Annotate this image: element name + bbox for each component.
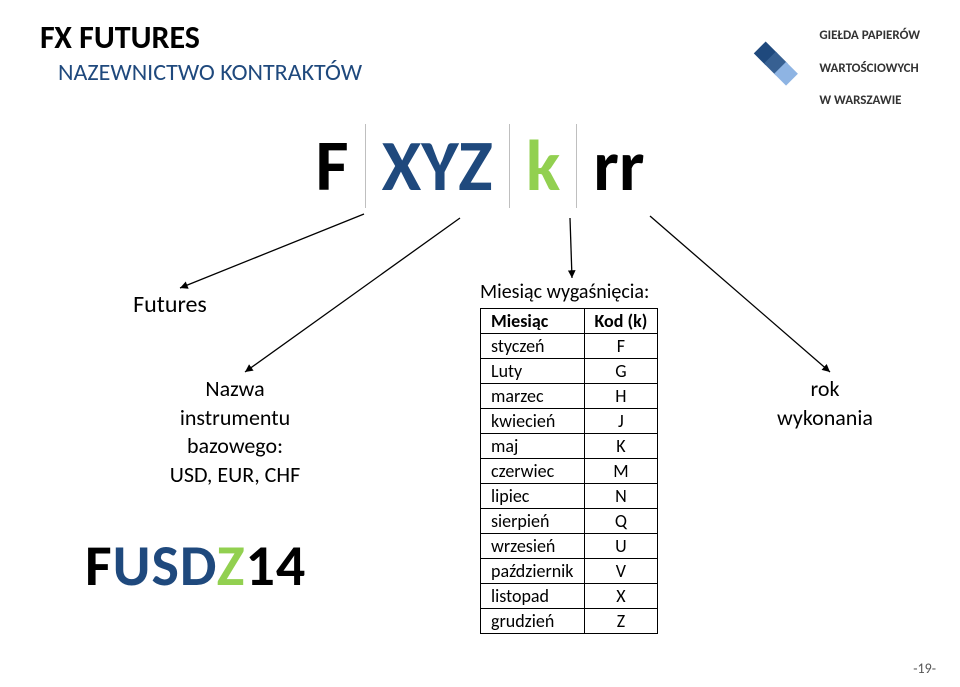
month-code: X — [584, 584, 658, 609]
month-code: U — [584, 534, 658, 559]
formula-part-1: XYZ — [366, 130, 509, 202]
arrow-0 — [180, 214, 364, 288]
base-l4: USD, EUR, CHF — [170, 461, 300, 488]
page-number: -19- — [913, 660, 936, 677]
table-row: majK — [481, 434, 658, 459]
table-row: październikV — [481, 559, 658, 584]
month-name: lipiec — [481, 484, 585, 509]
logo-line-2: WARTOŚCIOWYCH — [819, 61, 918, 76]
month-name: wrzesień — [481, 534, 585, 559]
table-row: grudzieńZ — [481, 609, 658, 634]
month-code: H — [584, 384, 658, 409]
table-row: marzecH — [481, 384, 658, 409]
month-caption: Miesiąc wygaśnięcia: — [480, 280, 658, 304]
base-l2: instrumentu — [180, 404, 290, 431]
label-base-instrument: Nazwa instrumentu bazowego: USD, EUR, CH… — [130, 375, 340, 489]
month-name: kwiecień — [481, 409, 585, 434]
label-execution-year: rok wykonania — [750, 375, 900, 432]
month-code: J — [584, 409, 658, 434]
month-name: październik — [481, 559, 585, 584]
table-row: lipiecN — [481, 484, 658, 509]
month-code: N — [584, 484, 658, 509]
month-code: F — [584, 334, 658, 359]
logo-line-1: GIEŁDA PAPIERÓW — [819, 28, 920, 43]
table-row: styczeńF — [481, 334, 658, 359]
gpw-logo-icon — [745, 31, 805, 91]
formula-part-0: F — [300, 130, 365, 202]
month-code: K — [584, 434, 658, 459]
col-code: Kod (k) — [584, 309, 658, 334]
arrow-1 — [245, 218, 460, 372]
arrow-3 — [650, 216, 830, 372]
gpw-logo: GIEŁDA PAPIERÓW WARTOŚCIOWYCH W WARSZAWI… — [745, 12, 920, 110]
example-code: FUSDZ14 — [85, 530, 306, 601]
table-row: sierpieńQ — [481, 509, 658, 534]
formula-part-2: k — [510, 130, 577, 202]
bigcode-part-1: USD — [113, 530, 217, 601]
table-row: czerwiecM — [481, 459, 658, 484]
table-row: LutyG — [481, 359, 658, 384]
formula-part-3: rr — [577, 130, 660, 202]
month-table: Miesiąc Kod (k) styczeńFLutyGmarzecHkwie… — [480, 308, 658, 634]
arrow-2 — [570, 218, 572, 278]
page-title: FX FUTURES — [40, 18, 200, 57]
month-name: styczeń — [481, 334, 585, 359]
table-row: wrzesieńU — [481, 534, 658, 559]
base-l1: Nazwa — [205, 375, 264, 402]
right-l1: rok — [811, 375, 840, 402]
label-futures: Futures — [90, 290, 250, 319]
table-head-row: Miesiąc Kod (k) — [481, 309, 658, 334]
month-code: G — [584, 359, 658, 384]
month-name: grudzień — [481, 609, 585, 634]
logo-line-3: W WARSZAWIE — [819, 93, 901, 108]
right-l2: wykonania — [777, 404, 873, 431]
table-row: listopadX — [481, 584, 658, 609]
month-block: Miesiąc wygaśnięcia: Miesiąc Kod (k) sty… — [480, 280, 658, 634]
month-name: sierpień — [481, 509, 585, 534]
gpw-logo-text: GIEŁDA PAPIERÓW WARTOŚCIOWYCH W WARSZAWI… — [819, 12, 920, 110]
month-name: marzec — [481, 384, 585, 409]
bigcode-part-3: 14 — [246, 530, 307, 601]
month-code: V — [584, 559, 658, 584]
month-name: maj — [481, 434, 585, 459]
page-subtitle: NAZEWNICTWO KONTRAKTÓW — [58, 58, 362, 87]
month-code: Q — [584, 509, 658, 534]
base-l3: bazowego: — [187, 432, 283, 459]
month-code: Z — [584, 609, 658, 634]
table-row: kwiecieńJ — [481, 409, 658, 434]
bigcode-part-2: Z — [217, 530, 246, 601]
month-name: Luty — [481, 359, 585, 384]
month-name: listopad — [481, 584, 585, 609]
col-month: Miesiąc — [481, 309, 585, 334]
bigcode-part-0: F — [85, 530, 113, 601]
month-code: M — [584, 459, 658, 484]
formula-row: FXYZkrr — [0, 130, 960, 202]
month-name: czerwiec — [481, 459, 585, 484]
